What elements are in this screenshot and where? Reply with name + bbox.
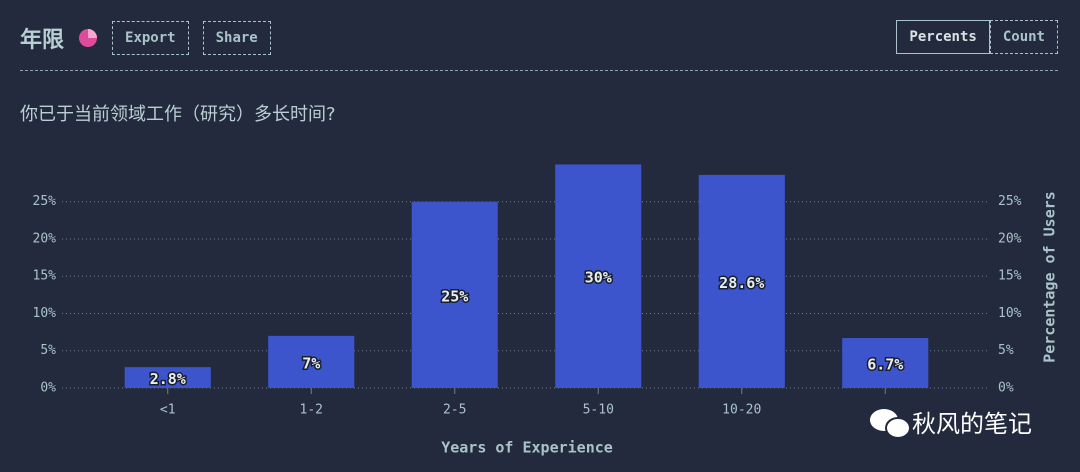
x-tick-label: 2-5 [443, 403, 466, 418]
view-toggle: Percents Count [896, 20, 1058, 54]
x-tick-label: 5-10 [583, 403, 614, 418]
export-button[interactable]: Export [112, 21, 189, 55]
y2-tick-label: 15% [998, 269, 1022, 284]
bar [411, 201, 498, 388]
data-label: 30% [585, 269, 612, 287]
share-button[interactable]: Share [202, 21, 271, 55]
count-toggle[interactable]: Count [989, 20, 1058, 54]
y2-tick-label: 10% [998, 306, 1022, 321]
bar [842, 338, 929, 388]
header: 年限 Export Share [20, 20, 271, 56]
y2-tick-label: 20% [998, 231, 1022, 246]
bar [268, 335, 355, 388]
y-axis-title: Percentage of Users [1041, 191, 1059, 363]
watermark-text: 秋风的笔记 [912, 410, 1032, 438]
data-label: 28.6% [719, 274, 764, 292]
y-tick-label: 5% [40, 343, 56, 358]
x-tick-label: 10-20 [722, 403, 761, 418]
watermark: 秋风的笔记 [870, 409, 1032, 439]
y2-tick-label: 25% [998, 194, 1022, 209]
y2-tick-label: 0% [998, 381, 1014, 396]
divider [20, 70, 1058, 71]
x-tick-label: 1-2 [300, 403, 323, 418]
x-axis-title: Years of Experience [441, 439, 613, 457]
data-label: 7% [302, 354, 320, 372]
x-tick-label: <1 [160, 403, 176, 418]
y-tick-label: 20% [33, 231, 57, 246]
pie-icon [79, 29, 98, 47]
data-label: 25% [441, 287, 468, 305]
bar [124, 367, 211, 388]
bar [698, 174, 785, 388]
y2-tick-label: 5% [998, 343, 1014, 358]
y-tick-label: 25% [33, 194, 57, 209]
data-label: 6.7% [867, 356, 903, 374]
y-tick-label: 15% [33, 269, 57, 284]
data-label: 2.8% [150, 370, 186, 388]
page-title: 年限 [20, 28, 65, 53]
y-tick-label: 10% [33, 306, 57, 321]
y-tick-label: 0% [40, 381, 56, 396]
question: 你已于当前领域工作（研究）多长时间? [20, 104, 336, 125]
bar [555, 164, 642, 388]
percents-toggle[interactable]: Percents [896, 20, 990, 54]
